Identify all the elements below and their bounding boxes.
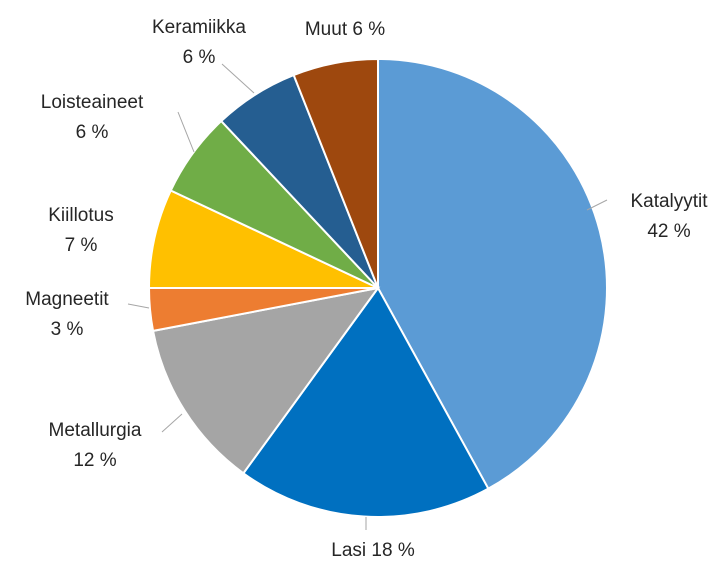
label-lasi-name: Lasi xyxy=(331,540,367,561)
label-keramiikka-value: 6 % xyxy=(182,47,216,68)
label-kiillotus-name: Kiillotus xyxy=(48,205,114,226)
label-magneetit-value: 3 % xyxy=(50,319,84,340)
label-katalyytit-value: 42 % xyxy=(647,221,691,242)
label-katalyytit: Katalyytit 42 % xyxy=(614,187,724,247)
label-kiillotus: Kiillotus 7 % xyxy=(28,201,134,261)
label-loisteaineet-value: 6 % xyxy=(75,122,109,143)
label-muut-name: Muut xyxy=(304,19,348,40)
slice-katalyytit xyxy=(377,57,608,491)
leader-magneetit xyxy=(127,303,150,309)
label-lasi: Lasi 18 % xyxy=(318,536,428,566)
pie-slices xyxy=(147,57,608,518)
label-metallurgia: Metallurgia 12 % xyxy=(30,416,160,476)
label-lasi-value: 18 % xyxy=(371,540,415,561)
label-muut-value: 6 % xyxy=(352,19,386,40)
label-kiillotus-value: 7 % xyxy=(64,235,98,256)
label-muut: Muut 6 % xyxy=(290,15,400,45)
label-loisteaineet: Loisteaineet 6 % xyxy=(32,88,152,148)
label-metallurgia-value: 12 % xyxy=(73,450,117,471)
slice-metallurgia xyxy=(151,286,381,475)
leader-metallurgia xyxy=(161,413,183,433)
label-katalyytit-name: Katalyytit xyxy=(630,191,708,212)
label-keramiikka-name: Keramiikka xyxy=(152,17,246,38)
label-magneetit: Magneetit 3 % xyxy=(8,285,126,345)
label-magneetit-name: Magneetit xyxy=(25,289,109,310)
label-loisteaineet-name: Loisteaineet xyxy=(40,92,144,113)
slice-muut xyxy=(292,57,379,289)
leader-loisteaineet xyxy=(177,111,195,153)
label-keramiikka: Keramiikka 6 % xyxy=(134,13,264,73)
leader-lines xyxy=(127,63,608,530)
leader-katalyytit xyxy=(586,199,608,211)
leader-keramiikka xyxy=(221,63,255,94)
label-metallurgia-name: Metallurgia xyxy=(48,420,142,441)
slice-lasi xyxy=(242,286,490,518)
